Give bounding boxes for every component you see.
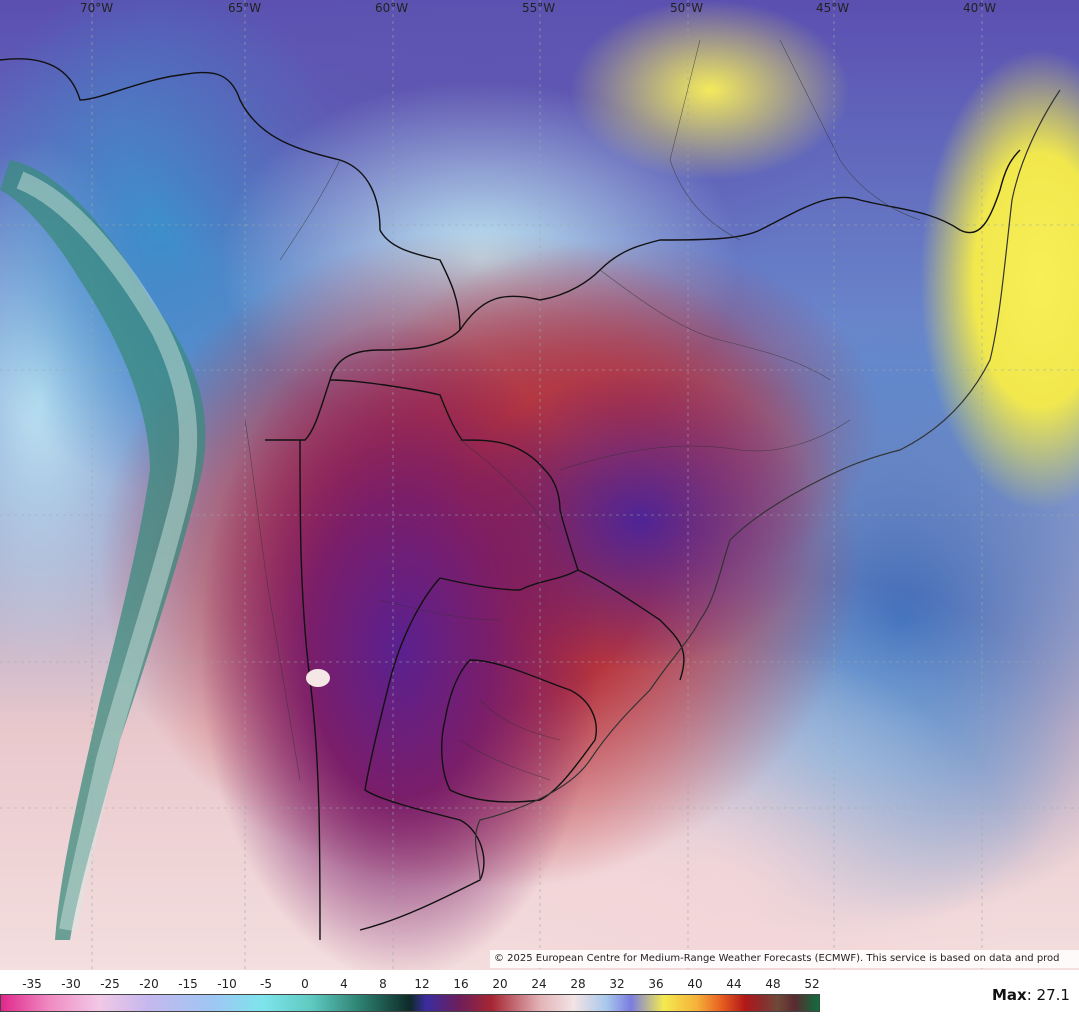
legend-tick-label: -10 (217, 977, 237, 991)
longitude-label: 55°W (522, 1, 556, 15)
legend-tick-label: -5 (260, 977, 272, 991)
andes-cold-zone (0, 160, 206, 940)
legend-tick-label: 52 (804, 977, 820, 991)
map-overlay (0, 0, 1079, 970)
legend-tick-label: 40 (687, 977, 703, 991)
legend-tick-label: 24 (531, 977, 547, 991)
longitude-label: 50°W (670, 1, 704, 15)
legend-tick-label: 8 (379, 977, 387, 991)
legend-tick-label: 4 (340, 977, 348, 991)
longitude-label: 70°W (80, 1, 114, 15)
longitude-label: 65°W (228, 1, 262, 15)
legend-color-bar (0, 994, 820, 1012)
copyright-notice: © 2025 European Centre for Medium-Range … (490, 950, 1079, 968)
legend-tick-label: 16 (453, 977, 469, 991)
legend-tick-label: 0 (301, 977, 309, 991)
legend-tick-label: 20 (492, 977, 508, 991)
longitude-label: 40°W (963, 1, 997, 15)
legend-tick-label: -25 (100, 977, 120, 991)
max-label: Max (992, 986, 1027, 1004)
legend-tick-label: -15 (178, 977, 198, 991)
max-value: : 27.1 (1026, 986, 1070, 1004)
legend-tick-label: 32 (609, 977, 625, 991)
lake-marker (306, 669, 330, 687)
andes-snow-zone (16, 171, 198, 932)
legend-tick-label: 48 (765, 977, 781, 991)
longitude-label: 45°W (816, 1, 850, 15)
legend-tick-label: 44 (726, 977, 742, 991)
longitude-label: 60°W (375, 1, 409, 15)
country-borders (0, 58, 1021, 941)
legend-tick-label: -20 (139, 977, 159, 991)
temperature-map[interactable]: 70°W 65°W 60°W 55°W 50°W 45°W 40°W © 202… (0, 0, 1079, 970)
legend-tick-label: -30 (61, 977, 81, 991)
legend-tick-label: -35 (22, 977, 42, 991)
legend-tick-label: 12 (414, 977, 430, 991)
state-borders (244, 39, 921, 781)
legend-tick-label: 36 (648, 977, 664, 991)
coastline (474, 89, 1061, 881)
max-readout: Max: 27.1 (992, 986, 1070, 1004)
legend-tick-label: 28 (570, 977, 586, 991)
color-legend: -35 -30 -25 -20 -15 -10 -5 0 4 8 12 16 20 24 28 32 36 40 4… (0, 972, 1079, 1030)
